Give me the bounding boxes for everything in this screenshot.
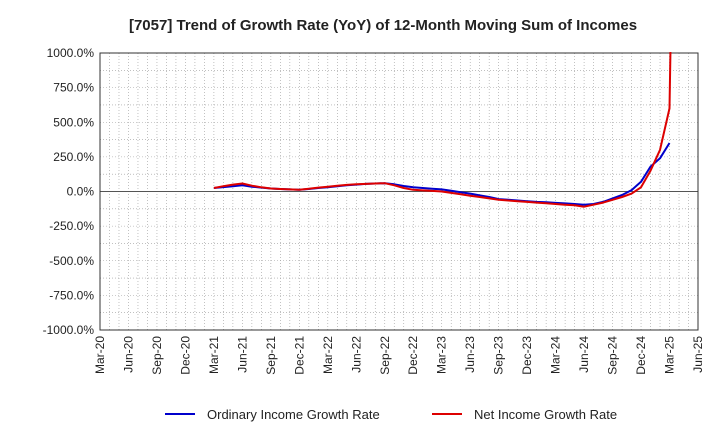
x-tick-label: Dec-21 [292,336,306,375]
x-tick-label: Mar-23 [435,336,449,374]
y-tick-label: 0.0% [67,185,95,199]
x-tick-label: Jun-25 [691,336,705,373]
series-line-2 [213,52,672,208]
y-tick-label: -500.0% [49,254,94,268]
x-tick-label: Dec-20 [178,336,192,375]
y-tick-label: -750.0% [49,288,94,302]
x-tick-label: Mar-24 [549,336,563,374]
legend-label: Net Income Growth Rate [474,407,617,422]
x-tick-label: Mar-20 [93,336,107,374]
y-tick-label: 250.0% [53,150,94,164]
x-tick-label: Mar-21 [207,336,221,374]
x-tick-label: Jun-22 [349,336,363,373]
x-axis-ticks: Mar-20 Jun-20 Sep-20 Dec-20 Mar-21 Jun-21 Sep-… [93,336,705,375]
plot-frame [99,52,699,331]
x-tick-label: Sep-23 [492,336,506,375]
x-tick-label: Sep-21 [264,336,278,375]
legend: Ordinary Income Growth Rate Net Income Gr… [165,407,617,422]
x-tick-label: Jun-23 [463,336,477,373]
chart-title: [7057] Trend of Growth Rate (YoY) of 12-… [129,17,637,34]
x-tick-label: Dec-23 [520,336,534,375]
x-tick-label: Mar-25 [663,336,677,374]
x-tick-label: Mar-22 [321,336,335,374]
x-tick-label: Sep-24 [606,336,620,375]
y-tick-label: -250.0% [49,219,94,233]
y-tick-label: 750.0% [53,81,94,95]
y-tick-label: -1000.0% [43,323,95,337]
x-tick-label: Sep-20 [150,336,164,375]
y-axis-ticks: 1000.0% 750.0% 500.0% 250.0% 0.0% -250.0% -500… [43,46,95,337]
x-tick-label: Jun-20 [121,336,135,373]
x-tick-label: Dec-22 [406,336,420,375]
x-tick-label: Dec-24 [634,336,648,375]
x-tick-label: Sep-22 [378,336,392,375]
x-tick-label: Jun-24 [577,336,591,373]
series-lines [213,52,672,208]
x-tick-label: Jun-21 [235,336,249,373]
legend-label: Ordinary Income Growth Rate [207,407,380,422]
y-tick-label: 500.0% [53,115,94,129]
y-tick-label: 1000.0% [47,46,95,60]
